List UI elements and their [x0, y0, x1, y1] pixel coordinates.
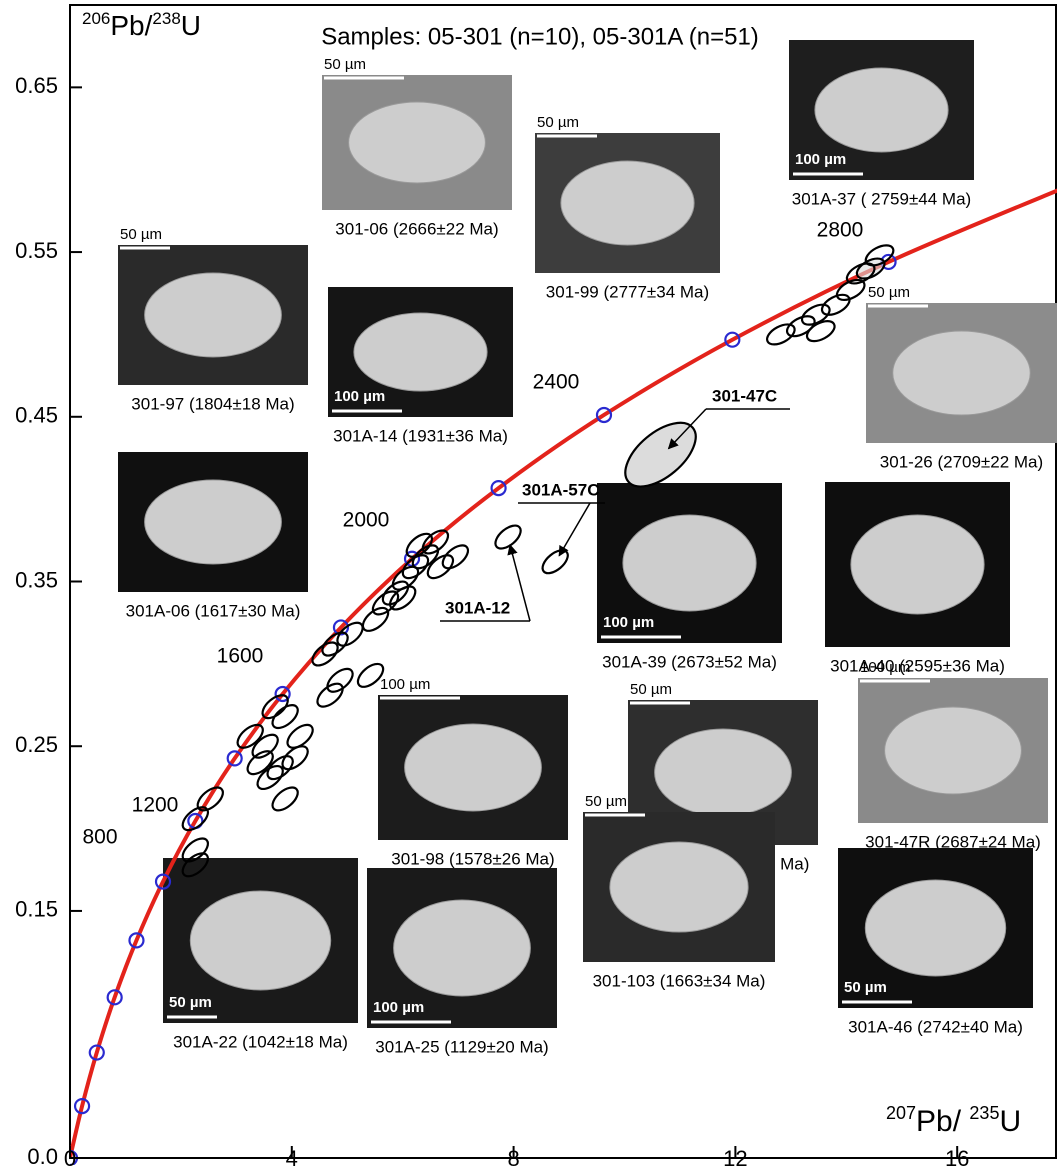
zircon-grain	[405, 724, 542, 811]
scale-label: 50 µm	[868, 284, 910, 301]
scale-label: 100 µm	[373, 999, 424, 1016]
error-ellipse	[323, 665, 356, 697]
error-ellipse	[269, 783, 302, 815]
x-label-part: Pb/	[916, 1105, 969, 1138]
inset-caption: 301A-14 (1931±36 Ma)	[333, 426, 508, 445]
y-label-part: Pb/	[110, 10, 152, 41]
zircon-grain	[893, 331, 1031, 415]
x-label-part: 207	[886, 1103, 916, 1123]
scale-label: 50 µm	[537, 114, 579, 131]
scale-label: 100 µm	[603, 614, 654, 631]
zircon-grain	[145, 480, 282, 564]
scale-label: 50 µm	[169, 994, 212, 1011]
inset-caption: 301A-39 (2673±52 Ma)	[602, 652, 777, 671]
chart: 301-06 (2666±22 Ma) 50 µm 301-99 (2777±34 …	[0, 0, 1057, 1172]
zircon-grain	[815, 68, 948, 152]
x-label-part: U	[999, 1105, 1021, 1138]
leader	[559, 503, 590, 556]
scale-label: 100 µm	[334, 388, 385, 405]
error-ellipse	[764, 320, 798, 348]
leader	[510, 545, 530, 621]
error-ellipse	[313, 679, 346, 711]
y-tick-label: 0.55	[15, 238, 58, 263]
error-ellipse	[854, 254, 888, 282]
inset-layer: 301-06 (2666±22 Ma) 50 µm 301-99 (2777±34 …	[118, 40, 1057, 1056]
error-ellipse	[359, 604, 392, 636]
error-ellipse	[863, 241, 897, 269]
error-ellipse	[491, 521, 524, 553]
scale-label: 100 µm	[380, 676, 430, 693]
scale-label: 50 µm	[585, 793, 627, 810]
zircon-grain	[354, 313, 487, 391]
age-label: 1600	[217, 645, 264, 668]
zircon-grain	[885, 707, 1022, 794]
age-label: 800	[82, 826, 117, 849]
inset-caption: 301A-22 (1042±18 Ma)	[173, 1032, 348, 1051]
y-axis-label: 206Pb/238U	[82, 9, 201, 41]
zircon-grain	[145, 273, 282, 357]
error-ellipse	[539, 546, 572, 578]
y-label-part: U	[181, 10, 201, 41]
age-label: 2000	[343, 509, 390, 532]
inset-caption: 301A-06 (1617±30 Ma)	[126, 601, 301, 620]
y-tick-label: 0.35	[15, 567, 58, 592]
x-label-part: 235	[969, 1103, 999, 1123]
error-ellipse	[784, 312, 818, 340]
x-axis-label: 207Pb/ 235U	[886, 1103, 1021, 1138]
scale-label: 50 µm	[324, 56, 366, 73]
y-tick-label: 0.65	[15, 73, 58, 98]
y-tick-label: 0.15	[15, 897, 58, 922]
y-tick-label: 0.45	[15, 403, 58, 428]
y-tick-label: 0.0	[27, 1144, 58, 1169]
zircon-grain	[865, 880, 1005, 976]
zircon-grain	[623, 515, 756, 611]
zircon-grain	[561, 161, 694, 245]
scale-label: 50 µm	[120, 226, 162, 243]
zircon-grain	[190, 891, 330, 990]
inset-caption: 301A-25 (1129±20 Ma)	[375, 1037, 548, 1056]
error-ellipse	[244, 747, 277, 779]
y-label-part: 238	[152, 9, 180, 28]
scale-label: 50 µm	[844, 979, 887, 996]
annotation: 301A-57C	[522, 480, 600, 499]
scale-label: 100 µm	[795, 151, 846, 168]
zircon-grain	[851, 515, 984, 614]
age-label: 1200	[132, 794, 179, 817]
zircon-grain	[349, 102, 486, 183]
inset-caption: 301-06 (2666±22 Ma)	[335, 219, 498, 238]
error-ellipse	[834, 276, 868, 304]
zircon-grain	[394, 900, 531, 996]
inset-caption: 301-97 (1804±18 Ma)	[131, 394, 294, 413]
y-label-part: 206	[82, 9, 110, 28]
zircon-grain	[655, 729, 792, 816]
scale-label: 50 µm	[630, 681, 672, 698]
annotation: 301A-12	[445, 598, 510, 617]
inset-caption: 301-99 (2777±34 Ma)	[546, 282, 709, 301]
annotation: 301-47C	[712, 386, 777, 405]
age-label: 2400	[533, 371, 580, 394]
inset-caption: 301-98 (1578±26 Ma)	[391, 849, 554, 868]
inset-caption: 301-103 (1663±34 Ma)	[593, 971, 766, 990]
zircon-grain	[610, 842, 748, 932]
scale-label: 100 µm	[860, 659, 910, 676]
inset-caption: 301A-37 ( 2759±44 Ma)	[792, 189, 971, 208]
age-label: 2800	[817, 219, 864, 242]
y-tick-label: 0.25	[15, 732, 58, 757]
inset-caption: 301A-40 (2595±36 Ma)	[830, 656, 1005, 675]
chart-title: Samples: 05-301 (n=10), 05-301A (n=51)	[321, 23, 759, 50]
inset-caption: 301-26 (2709±22 Ma)	[880, 452, 1043, 471]
inset-caption: 301A-46 (2742±40 Ma)	[848, 1017, 1023, 1036]
